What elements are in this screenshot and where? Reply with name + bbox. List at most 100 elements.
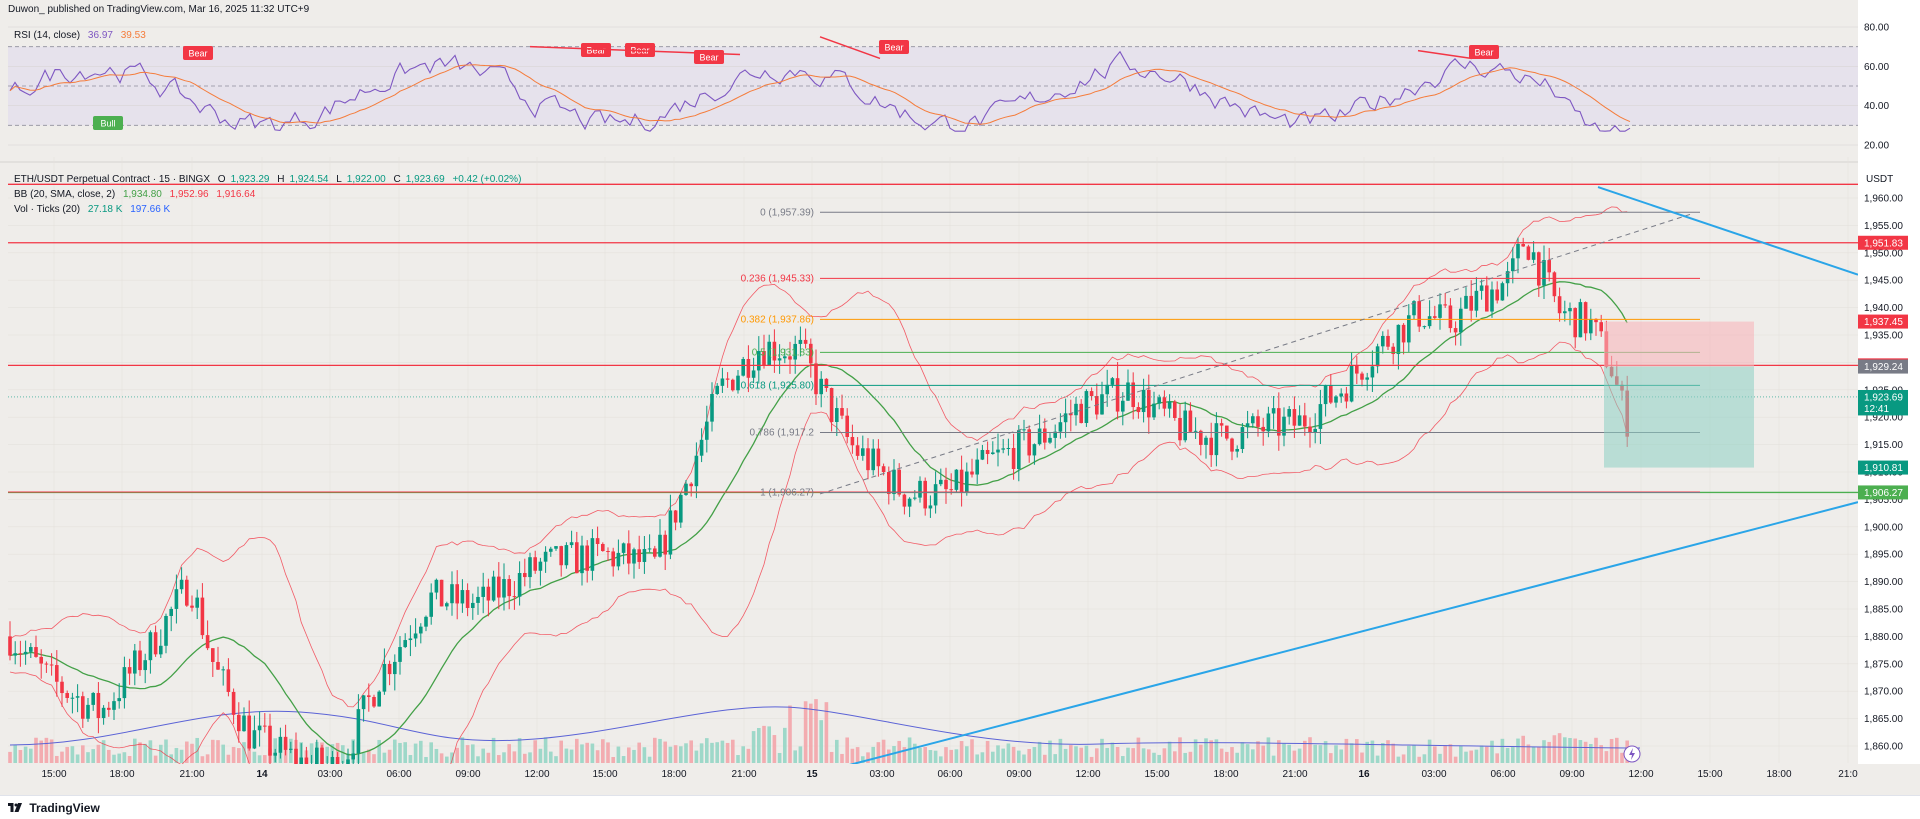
candle-body	[445, 603, 449, 607]
volume-bar	[699, 743, 704, 763]
volume-bar	[762, 725, 766, 763]
bb-legend[interactable]: BB (20, SMA, close, 2) 1,934.80 1,952.96…	[14, 189, 260, 200]
fib-level-label: 0.786 (1,917.2	[750, 428, 815, 439]
volume-bar	[1277, 740, 1281, 763]
candle-body	[465, 590, 470, 608]
candle-body	[429, 592, 433, 617]
volume-bar	[928, 750, 933, 763]
volume-bar	[70, 746, 75, 763]
rsi-tag-box	[183, 46, 213, 60]
volume-bar	[361, 752, 366, 763]
symbol-legend[interactable]: ETH/USDT Perpetual Contract · 15 · BINGX…	[14, 174, 526, 185]
candle-body	[419, 626, 423, 634]
candle-body	[1105, 384, 1109, 395]
candle-body	[1479, 285, 1484, 291]
candle-body	[616, 552, 621, 567]
volume-bar	[533, 740, 537, 763]
candle-body	[247, 715, 251, 749]
candle-body	[252, 730, 257, 749]
candle-body	[1006, 447, 1011, 449]
volume-bar	[1219, 748, 1224, 763]
candle-body	[1297, 415, 1302, 426]
vol-legend[interactable]: Vol · Ticks (20) 27.18 K 197.66 K	[14, 204, 175, 215]
rsi-divergence-tag: Bear	[879, 40, 909, 54]
volume-bar	[1084, 745, 1089, 763]
volume-bar	[1027, 748, 1031, 763]
candle-body	[517, 573, 522, 597]
candle-body	[1266, 413, 1271, 432]
candle-body	[1355, 365, 1359, 374]
candle-body	[767, 341, 771, 366]
bb-label: BB (20, SMA, close, 2)	[14, 189, 116, 200]
volume-bar	[1542, 740, 1546, 763]
volume-bar	[1318, 745, 1323, 763]
volume-bar	[1235, 752, 1239, 763]
rsi-label: RSI (14, close)	[14, 30, 81, 41]
candle-body	[1323, 385, 1328, 405]
price-badge-text: 1,929.24	[1864, 362, 1903, 373]
candle-body	[460, 590, 465, 604]
volume-bar	[1365, 741, 1369, 763]
chart-canvas[interactable]: 0 (1,957.39) 0.236 (1,945.33) 0.382 (1,937…	[0, 0, 1920, 795]
candle-body	[18, 653, 23, 655]
candle-body	[1474, 290, 1479, 311]
volume-bar	[679, 746, 683, 763]
candle-body	[1115, 378, 1120, 412]
candle-body	[507, 579, 511, 597]
tradingview-brand[interactable]: TradingView	[8, 801, 100, 815]
volume-bar	[1552, 735, 1557, 763]
candle-body	[772, 341, 777, 361]
candle-body	[1282, 416, 1286, 436]
bb-basis-line	[9, 281, 1628, 756]
candle-body	[876, 448, 881, 467]
price-badge-text: 1,923.69	[1864, 392, 1903, 403]
time-axis-tick: 03:00	[317, 769, 342, 780]
volume-bar	[632, 749, 636, 763]
volume-bar	[1167, 741, 1172, 763]
candle-body	[996, 449, 1000, 453]
candle-body	[975, 459, 979, 475]
candle-body	[762, 351, 766, 366]
ohlc-low: L 1,922.00	[336, 174, 386, 185]
candle-body	[809, 343, 813, 364]
rsi-legend[interactable]: RSI (14, close) 36.97 39.53	[14, 30, 151, 41]
candle-body	[138, 650, 142, 671]
price-badge: 1,937.45	[1858, 314, 1908, 329]
volume-bar	[1583, 741, 1588, 763]
candle-body	[658, 534, 662, 557]
replay-lightning-icon	[1623, 745, 1641, 763]
volume-bar	[705, 738, 709, 763]
volume-bar	[751, 731, 756, 763]
volume-bar	[767, 726, 771, 763]
volume-bar	[1594, 737, 1598, 763]
candle-body	[1230, 438, 1234, 452]
candle-body	[1505, 271, 1510, 284]
bb-basis-value: 1,934.80	[122, 189, 162, 200]
candle-body	[1235, 449, 1239, 452]
volume-bar	[1157, 754, 1161, 763]
candle-body	[647, 548, 652, 550]
price-badge-box	[1858, 314, 1908, 329]
candle-body	[1401, 324, 1406, 343]
price-axis-tick: 1,950.00	[1864, 248, 1903, 259]
candle-body	[819, 378, 823, 395]
candle-body	[725, 378, 730, 380]
rsi-axis-tick: 40.00	[1864, 101, 1889, 112]
candle-body	[892, 469, 896, 495]
price-badge-text: 1,910.81	[1864, 463, 1903, 474]
candle-body	[1277, 408, 1281, 436]
volume-bar	[1131, 748, 1135, 763]
volume-bar	[1037, 741, 1042, 763]
currency-label: USDT	[1862, 172, 1898, 187]
volume-bar	[788, 705, 792, 763]
candle-body	[185, 579, 189, 606]
volume-bar	[694, 750, 699, 763]
volume-bar	[731, 739, 735, 763]
volume-bar	[1521, 735, 1525, 763]
candle-body	[1100, 394, 1104, 415]
volume-bar	[133, 738, 137, 763]
candle-body	[127, 667, 132, 674]
volume-bar	[1017, 750, 1021, 763]
volume-bar	[720, 740, 725, 763]
